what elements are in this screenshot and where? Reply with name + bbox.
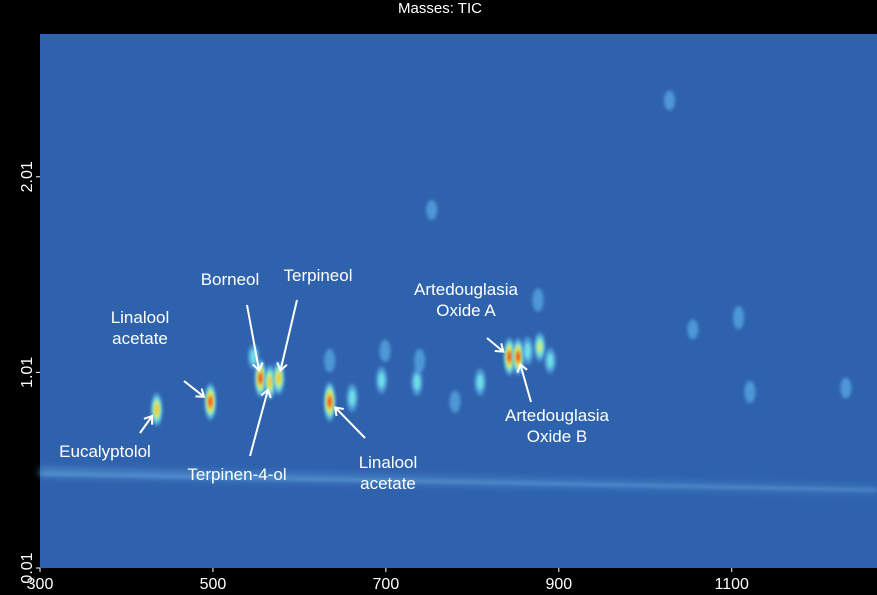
spot	[534, 332, 545, 362]
y-tick-label: 1.01	[19, 357, 36, 388]
spot-layer	[477, 374, 484, 390]
spot-layer	[426, 200, 437, 220]
spot-layer	[840, 378, 851, 399]
spot	[376, 367, 387, 394]
spot	[205, 383, 216, 420]
spot	[744, 381, 755, 403]
spot-layer	[733, 306, 744, 330]
spot-layer	[209, 397, 212, 407]
spot-layer	[414, 374, 421, 390]
x-tick-label: 500	[200, 576, 227, 593]
spot-layer	[268, 376, 272, 388]
spot	[380, 340, 391, 362]
x-tick-label: 1100	[715, 576, 750, 593]
spot	[347, 384, 358, 413]
annotation: Artedouglasia Oxide B	[492, 405, 622, 447]
spot	[324, 349, 335, 373]
spot	[840, 378, 851, 399]
spot	[522, 337, 533, 366]
y-tick-label: 2.01	[19, 161, 36, 192]
spot-layer	[547, 353, 554, 369]
spot-layer	[259, 373, 262, 384]
spot-layer	[517, 352, 520, 362]
spot-layer	[349, 389, 356, 406]
spot	[411, 369, 422, 396]
annotation: Terpinen-4-ol	[172, 464, 302, 485]
annotation: Terpineol	[273, 265, 363, 286]
spot-layer	[324, 349, 335, 373]
spot-layer	[378, 372, 385, 388]
spot	[475, 369, 486, 396]
spot-layer	[524, 342, 531, 359]
spot	[324, 382, 335, 422]
spot	[687, 319, 698, 339]
spot-layer	[155, 404, 159, 415]
spot-layer	[533, 288, 544, 312]
annotation: Eucalyptolol	[40, 441, 170, 462]
chart-title: Masses: TIC	[398, 0, 482, 17]
spot-layer	[744, 381, 755, 403]
spot	[733, 306, 744, 330]
spot-layer	[450, 391, 461, 413]
spot-layer	[414, 349, 425, 373]
spot	[450, 391, 461, 413]
x-tick-label: 700	[373, 576, 400, 593]
page: Masses: TIC 30050070090011000.011.012.01…	[0, 0, 877, 595]
spot	[414, 349, 425, 373]
spot-layer	[328, 396, 331, 407]
spot-layer	[537, 341, 542, 354]
annotation: Artedouglasia Oxide A	[401, 279, 531, 321]
annotation: Linalool acetate	[100, 307, 180, 349]
spot	[545, 348, 556, 374]
x-tick-label: 900	[545, 576, 572, 593]
spot-layer	[508, 351, 511, 362]
spot	[664, 91, 675, 111]
annotation: Linalool acetate	[348, 452, 428, 494]
spot-layer	[687, 319, 698, 339]
y-tick-label: 0.01	[19, 552, 36, 583]
spot-layer	[664, 91, 675, 111]
spot	[533, 288, 544, 312]
spot-layer	[380, 340, 391, 362]
spot-layer	[277, 373, 281, 384]
annotation: Borneol	[190, 269, 270, 290]
spot	[426, 200, 437, 220]
